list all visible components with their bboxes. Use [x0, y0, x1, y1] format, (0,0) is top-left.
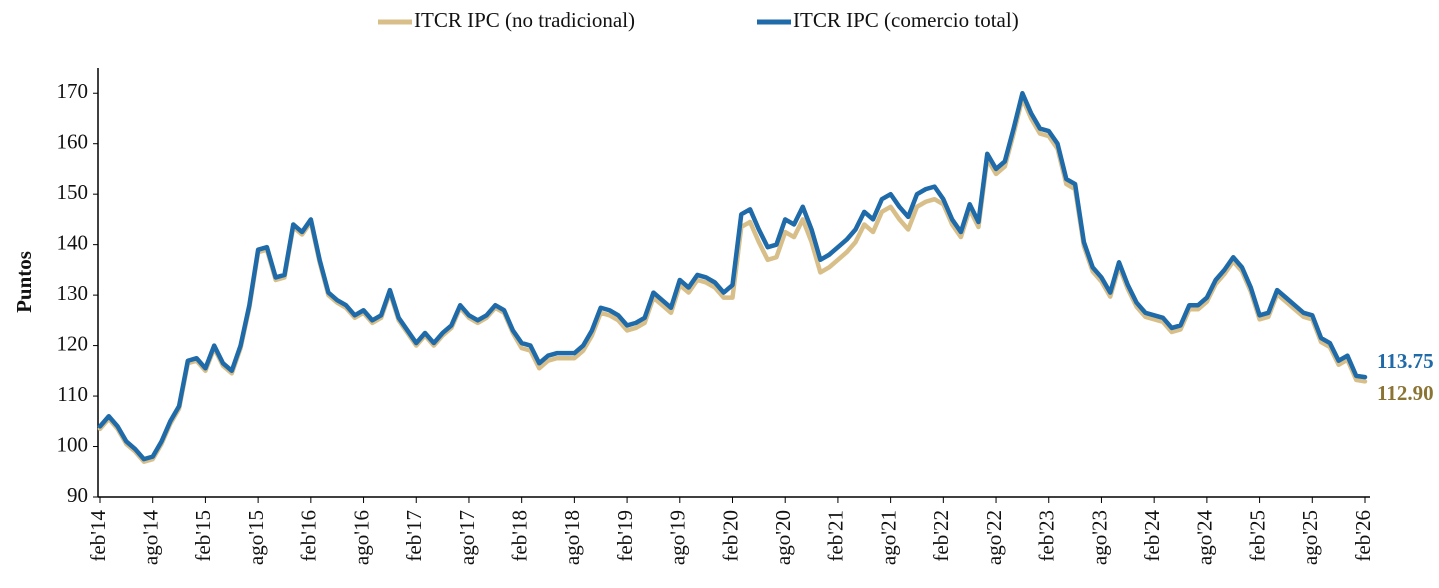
x-tick-label: ago'24	[1193, 510, 1217, 566]
x-tick-label: ago'20	[771, 510, 795, 565]
x-tick-label: ago'22	[982, 510, 1006, 565]
x-tick-label: ago'23	[1087, 510, 1111, 565]
x-tick-label: feb'26	[1351, 510, 1375, 562]
x-tick-label: ago'25	[1298, 510, 1322, 565]
x-tick-label: feb'20	[718, 510, 742, 562]
x-tick-label: ago'15	[244, 510, 268, 565]
x-tick-label: feb'23	[1035, 510, 1059, 562]
y-tick-label: 170	[57, 79, 89, 103]
x-tick-label: ago'19	[666, 510, 690, 565]
y-tick-label: 120	[57, 331, 89, 355]
x-tick-label: feb'21	[824, 510, 848, 562]
y-tick-label: 140	[57, 230, 89, 254]
y-tick-label: 90	[67, 483, 88, 507]
x-tick-label: ago'21	[876, 510, 900, 565]
x-tick-label: ago'14	[139, 510, 163, 566]
x-tick-label: feb'22	[929, 510, 953, 562]
y-axis-label: Puntos	[12, 251, 36, 313]
x-tick-label: ago'17	[455, 510, 479, 565]
y-tick-label: 130	[57, 281, 89, 305]
legend-label: ITCR IPC (no tradicional)	[414, 8, 635, 32]
end-label: 113.75	[1377, 349, 1434, 373]
x-tick-label: feb'15	[191, 510, 215, 562]
legend-label: ITCR IPC (comercio total)	[793, 8, 1019, 32]
x-tick-label: feb'25	[1245, 510, 1269, 562]
x-tick-label: feb'19	[613, 510, 637, 562]
x-tick-label: ago'16	[349, 510, 373, 565]
x-tick-label: feb'16	[297, 510, 321, 562]
y-tick-label: 110	[57, 382, 88, 406]
y-tick-label: 160	[57, 130, 89, 154]
x-tick-label: ago'18	[560, 510, 584, 565]
y-tick-label: 150	[57, 180, 89, 204]
x-tick-label: feb'18	[507, 510, 531, 562]
x-tick-label: feb'24	[1140, 510, 1164, 562]
x-tick-label: feb'14	[86, 510, 110, 562]
y-tick-label: 100	[57, 432, 89, 456]
series-line	[97, 90, 1368, 462]
end-label: 112.90	[1377, 381, 1434, 405]
x-tick-label: feb'17	[402, 510, 426, 562]
